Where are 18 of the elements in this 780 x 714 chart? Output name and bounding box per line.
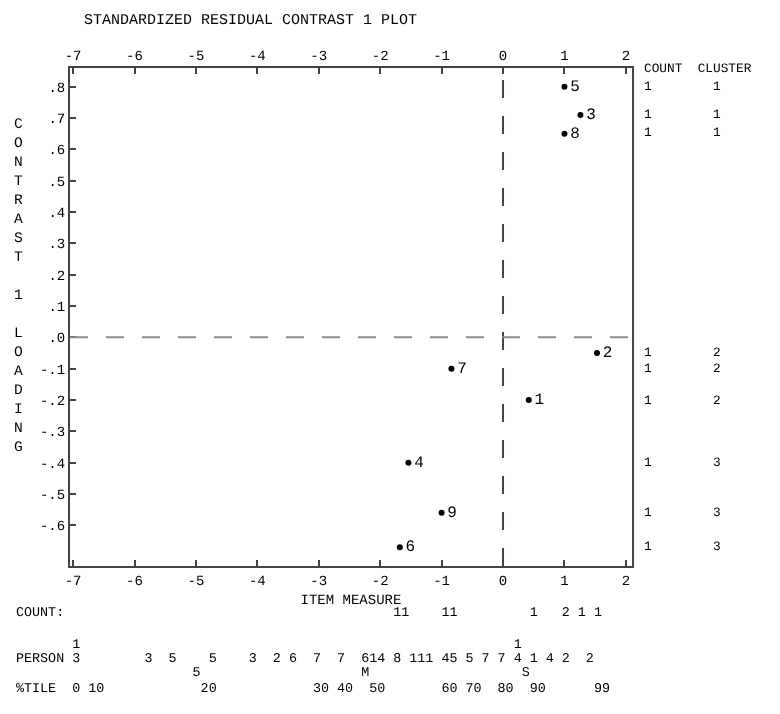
series-label: 3	[586, 106, 597, 125]
point	[448, 365, 455, 372]
series-label: 5	[570, 78, 581, 97]
series-label: 8	[570, 125, 581, 144]
point	[561, 83, 568, 90]
series-label: 7	[457, 360, 468, 379]
series-label: 9	[447, 504, 458, 523]
point	[405, 459, 412, 466]
point	[396, 544, 403, 551]
point	[438, 509, 445, 516]
series-label: 6	[405, 539, 416, 558]
series-label: 2	[602, 345, 613, 364]
point	[594, 350, 600, 357]
series-label: 4	[414, 454, 425, 473]
series-label: 1	[534, 392, 545, 410]
point	[525, 397, 532, 403]
point	[577, 111, 584, 118]
point	[561, 130, 568, 137]
